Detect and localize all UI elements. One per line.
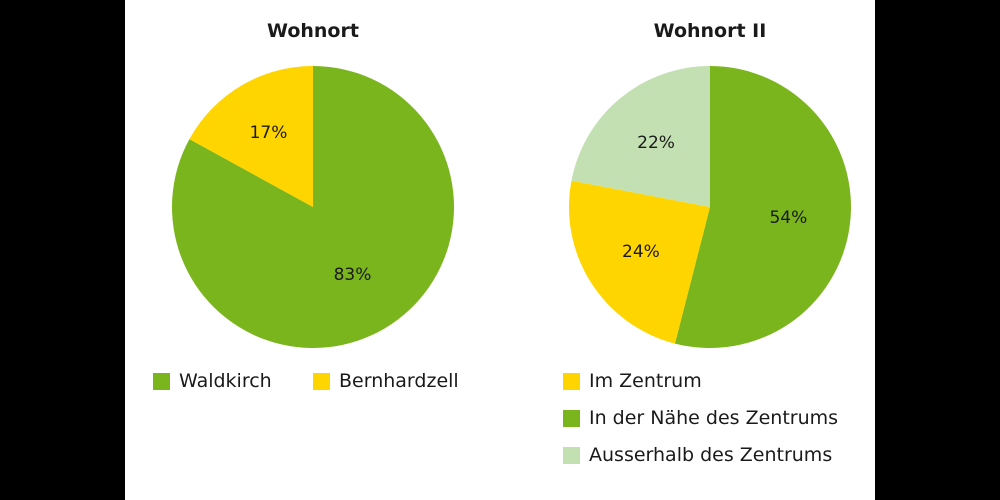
chart2-data-label-in-der-nähe-des-zentrums: 54% <box>769 208 807 228</box>
chart1-slice-bernhardzell <box>189 65 313 207</box>
chart2-legend-im-zentrum-swatch <box>563 372 580 390</box>
chart1-legend-bernhardzell-label: Bernhardzell <box>339 370 459 392</box>
chart2-slice-im-zentrum <box>569 180 710 344</box>
chart1-data-label-bernhardzell: 17% <box>250 123 288 143</box>
chart1-slice-waldkirch <box>172 66 454 348</box>
chart2-data-label-im-zentrum: 24% <box>622 242 660 262</box>
chart1-legend-waldkirch-swatch <box>153 372 170 390</box>
chart2-title: Wohnort II <box>653 20 767 42</box>
chart1-title: Wohnort <box>267 20 359 42</box>
chart1-legend-waldkirch: Waldkirch <box>153 370 272 392</box>
chart2-slice-ausserhalb-des-zentrums <box>571 65 710 207</box>
chart2-legend-in-der-nähe-des-zentrums-label: In der Nähe des Zentrums <box>589 407 839 429</box>
chart2-slice-in-der-nähe-des-zentrums <box>674 66 852 348</box>
chart2-legend-ausserhalb-des-zentrums-label: Ausserhalb des Zentrums <box>589 444 833 466</box>
chart1-legend-waldkirch-label: Waldkirch <box>179 370 272 392</box>
pie-charts-svg: 83% 17% 54% 24% 22% <box>172 65 852 348</box>
chart2-legend-in-der-nähe-des-zentrums: In der Nähe des Zentrums <box>563 407 838 429</box>
chart1-legend-bernhardzell-swatch <box>313 372 330 390</box>
chart2-legend-ausserhalb-des-zentrums-swatch <box>563 446 580 464</box>
chart2-legend-im-zentrum-label: Im Zentrum <box>589 370 702 392</box>
chart1-data-label-waldkirch: 83% <box>334 265 372 285</box>
chart2-legend-im-zentrum: Im Zentrum <box>563 370 702 392</box>
chart1-legend-bernhardzell: Bernhardzell <box>313 370 459 392</box>
chart-panel: Wohnort Wohnort II 83% 17% 54% 24% 22% Waldk… <box>125 0 875 500</box>
chart2-legend-ausserhalb-des-zentrums: Ausserhalb des Zentrums <box>563 444 832 466</box>
chart2-legend-in-der-nähe-des-zentrums-swatch <box>563 409 580 427</box>
chart2-data-label-ausserhalb-des-zentrums: 22% <box>637 133 675 153</box>
